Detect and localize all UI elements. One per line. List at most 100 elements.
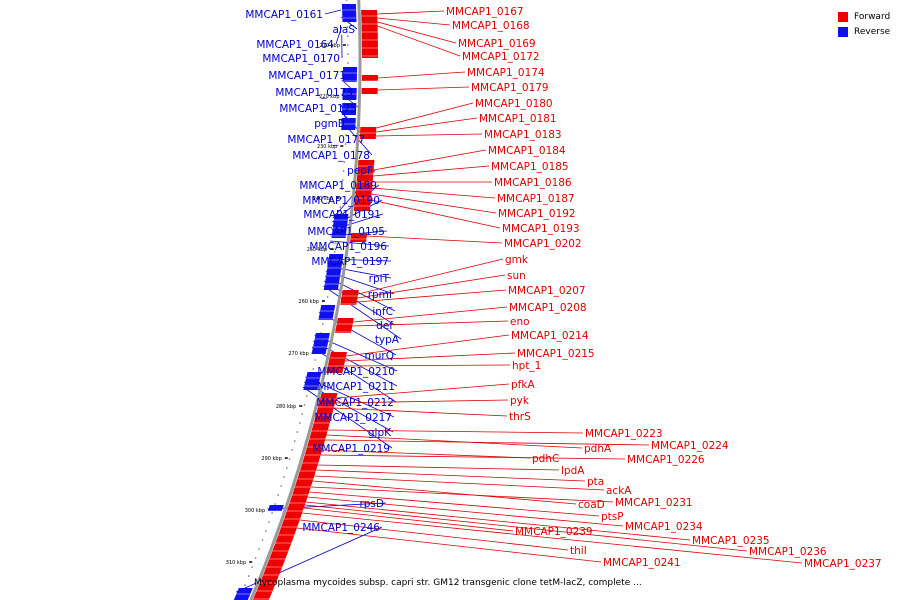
gene-label-hpt-1[interactable]: hpt_1 [512,360,541,372]
gene-label-mmcap1-0193[interactable]: MMCAP1_0193 [502,223,580,235]
gene-label-mmcap1-0181[interactable]: MMCAP1_0181 [479,113,557,125]
gene-label-rpsd[interactable]: rpsD [359,498,384,510]
backbone-dot [344,143,347,145]
gene-label-thii[interactable]: thiI [570,545,587,557]
gene-label-mmcap1-0210[interactable]: MMCAP1_0210 [317,366,395,378]
legend-reverse-swatch [838,26,848,37]
gene-label-typa[interactable]: typA [375,334,400,346]
forward-leader-line [376,102,474,129]
gene-label-infc[interactable]: infC [372,306,393,318]
backbone-dot [291,449,294,451]
gene-label-mmcap1-0168[interactable]: MMCAP1_0168 [452,20,530,32]
gene-label-mmcap1-0235[interactable]: MMCAP1_0235 [692,535,770,547]
gene-label-mmcap1-0190[interactable]: MMCAP1_0190 [302,195,380,207]
gene-label-eno[interactable]: eno [510,316,530,328]
backbone-dot [342,179,344,181]
gene-label-mmcap1-0212[interactable]: MMCAP1_0212 [316,397,394,409]
backbone-dot [306,395,308,397]
gene-label-mmcap1-0246[interactable]: MMCAP1_0246 [302,522,380,534]
gene-label-mmcap1-0195[interactable]: MMCAP1_0195 [307,226,385,238]
gene-label-pdhc[interactable]: pdhC [532,453,559,465]
gene-label-pta[interactable]: pta [587,476,604,488]
gene-label-mmcap1-0192[interactable]: MMCAP1_0192 [498,208,576,220]
backbone-dot [283,476,285,478]
gene-label-pfka[interactable]: pfkA [511,379,535,391]
backbone-dot [286,467,288,469]
tick-label: 290 kbp [261,456,281,462]
gene-label-rpmi[interactable]: rpmI [368,289,392,301]
gene-label-lpda[interactable]: lpdA [561,465,585,477]
gene-label-murq[interactable]: murQ [365,350,394,362]
gene-label-mmcap1-0237[interactable]: MMCAP1_0237 [804,558,882,570]
gene-label-glpk[interactable]: glpK [368,427,392,439]
backbone-dot [340,197,342,199]
forward-leader-line [366,235,503,244]
gene-label-mmcap1-0164[interactable]: MMCAP1_0164 [256,39,334,51]
gene-label-mmcap1-0175[interactable]: MMCAP1_0175 [279,103,357,115]
gene-label-mmcap1-0172[interactable]: MMCAP1_0172 [462,51,540,63]
gene-label-rplt[interactable]: rplT [369,273,390,285]
gene-label-pepf[interactable]: pepF [347,165,373,177]
gene-label-mmcap1-0231[interactable]: MMCAP1_0231 [615,497,693,509]
gene-label-mmcap1-0208[interactable]: MMCAP1_0208 [509,302,587,314]
gene-label-mmcap1-0211[interactable]: MMCAP1_0211 [317,381,395,393]
gene-label-mmcap1-0207[interactable]: MMCAP1_0207 [508,285,586,297]
reverse-leader-line [311,346,397,403]
gene-label-acka[interactable]: ackA [606,485,632,497]
backbone-dot [343,161,346,163]
gene-label-mmcap1-0161[interactable]: MMCAP1_0161 [245,9,323,21]
gene-label-mmcap1-0169[interactable]: MMCAP1_0169 [458,38,536,50]
gene-label-mmcap1-0202[interactable]: MMCAP1_0202 [504,238,582,250]
gene-label-mmcap1-0219[interactable]: MMCAP1_0219 [312,443,390,455]
backbone-dot [341,188,343,190]
gene-label-mmcap1-0174[interactable]: MMCAP1_0174 [467,67,545,79]
backbone-dot [335,242,337,244]
gene-label-gmk[interactable]: gmk [505,254,529,266]
gene-label-sun[interactable]: sun [507,270,526,282]
gene-label-mmcap1-0179[interactable]: MMCAP1_0179 [471,82,549,94]
gene-label-mmcap1-0223[interactable]: MMCAP1_0223 [585,428,663,440]
gene-label-mmcap1-0185[interactable]: MMCAP1_0185 [491,161,569,173]
gene-label-pyk[interactable]: pyk [510,395,530,407]
gene-label-mmcap1-0184[interactable]: MMCAP1_0184 [488,145,566,157]
gene-label-mmcap1-0170[interactable]: MMCAP1_0170 [262,53,340,65]
gene-label-mmcap1-0236[interactable]: MMCAP1_0236 [749,546,827,558]
gene-label-mmcap1-0215[interactable]: MMCAP1_0215 [517,348,595,360]
gene-label-mmcap1-0187[interactable]: MMCAP1_0187 [497,193,575,205]
gene-label-pgmb[interactable]: pgmB [314,118,345,130]
gene-label-mmcap1-0224[interactable]: MMCAP1_0224 [651,440,729,452]
gene-label-mmcap1-0217[interactable]: MMCAP1_0217 [314,412,392,424]
gene-label-mmcap1-0186[interactable]: MMCAP1_0186 [494,177,572,189]
forward-leader-line [314,475,605,491]
gene-label-mmcap1-0167[interactable]: MMCAP1_0167 [446,6,524,18]
gene-label-mmcap1-0178[interactable]: MMCAP1_0178 [292,150,370,162]
gene-label-mmcap1-0173[interactable]: MMCAP1_0173 [275,87,353,99]
gene-label-mmcap1-0177[interactable]: MMCAP1_0177 [287,134,365,146]
gene-labels: MMCAP1_0161 alaS MMCAP1_0164 MMCAP1_0170 MMC… [245,6,881,570]
gene-label-mmcap1-0180[interactable]: MMCAP1_0180 [475,98,553,110]
gene-label-mmcap1-0239[interactable]: MMCAP1_0239 [515,526,593,538]
gene-label-mmcap1-0189[interactable]: MMCAP1_0189 [299,180,377,192]
gene-label-mmcap1-0241[interactable]: MMCAP1_0241 [603,557,681,569]
gene-label-mmcap1-0196[interactable]: MMCAP1_0196 [309,241,387,253]
gene-label-mmcap1-0234[interactable]: MMCAP1_0234 [625,521,703,533]
gene-label-coad[interactable]: coaD [578,499,605,511]
gene-label-mmcap1-0171[interactable]: MMCAP1_0171 [268,70,346,82]
gene-label-thrs[interactable]: thrS [509,411,531,423]
gene-label-mmcap1-0191[interactable]: MMCAP1_0191 [303,209,381,221]
backbone-dot [347,53,349,55]
forward-leader-line [304,504,748,552]
gene-label-alas[interactable]: alaS [333,24,356,36]
gene-label-mmcap1-0226[interactable]: MMCAP1_0226 [627,454,705,466]
reverse-gene-feature [341,4,357,22]
backbone-dot [326,296,329,298]
gene-label-pdha[interactable]: pdhA [584,443,612,455]
gene-label-def[interactable]: def [376,320,393,332]
gene-label-mmcap1-0214[interactable]: MMCAP1_0214 [511,330,589,342]
gene-label-mmcap1-0183[interactable]: MMCAP1_0183 [484,129,562,141]
genome-backbone [249,0,362,600]
gene-label-mmcap1-0197[interactable]: MMCAP1_0197 [311,256,389,268]
gene-label-ptsp[interactable]: ptsP [601,511,624,523]
backbone-dot [268,521,270,523]
forward-leader-line [377,17,451,26]
